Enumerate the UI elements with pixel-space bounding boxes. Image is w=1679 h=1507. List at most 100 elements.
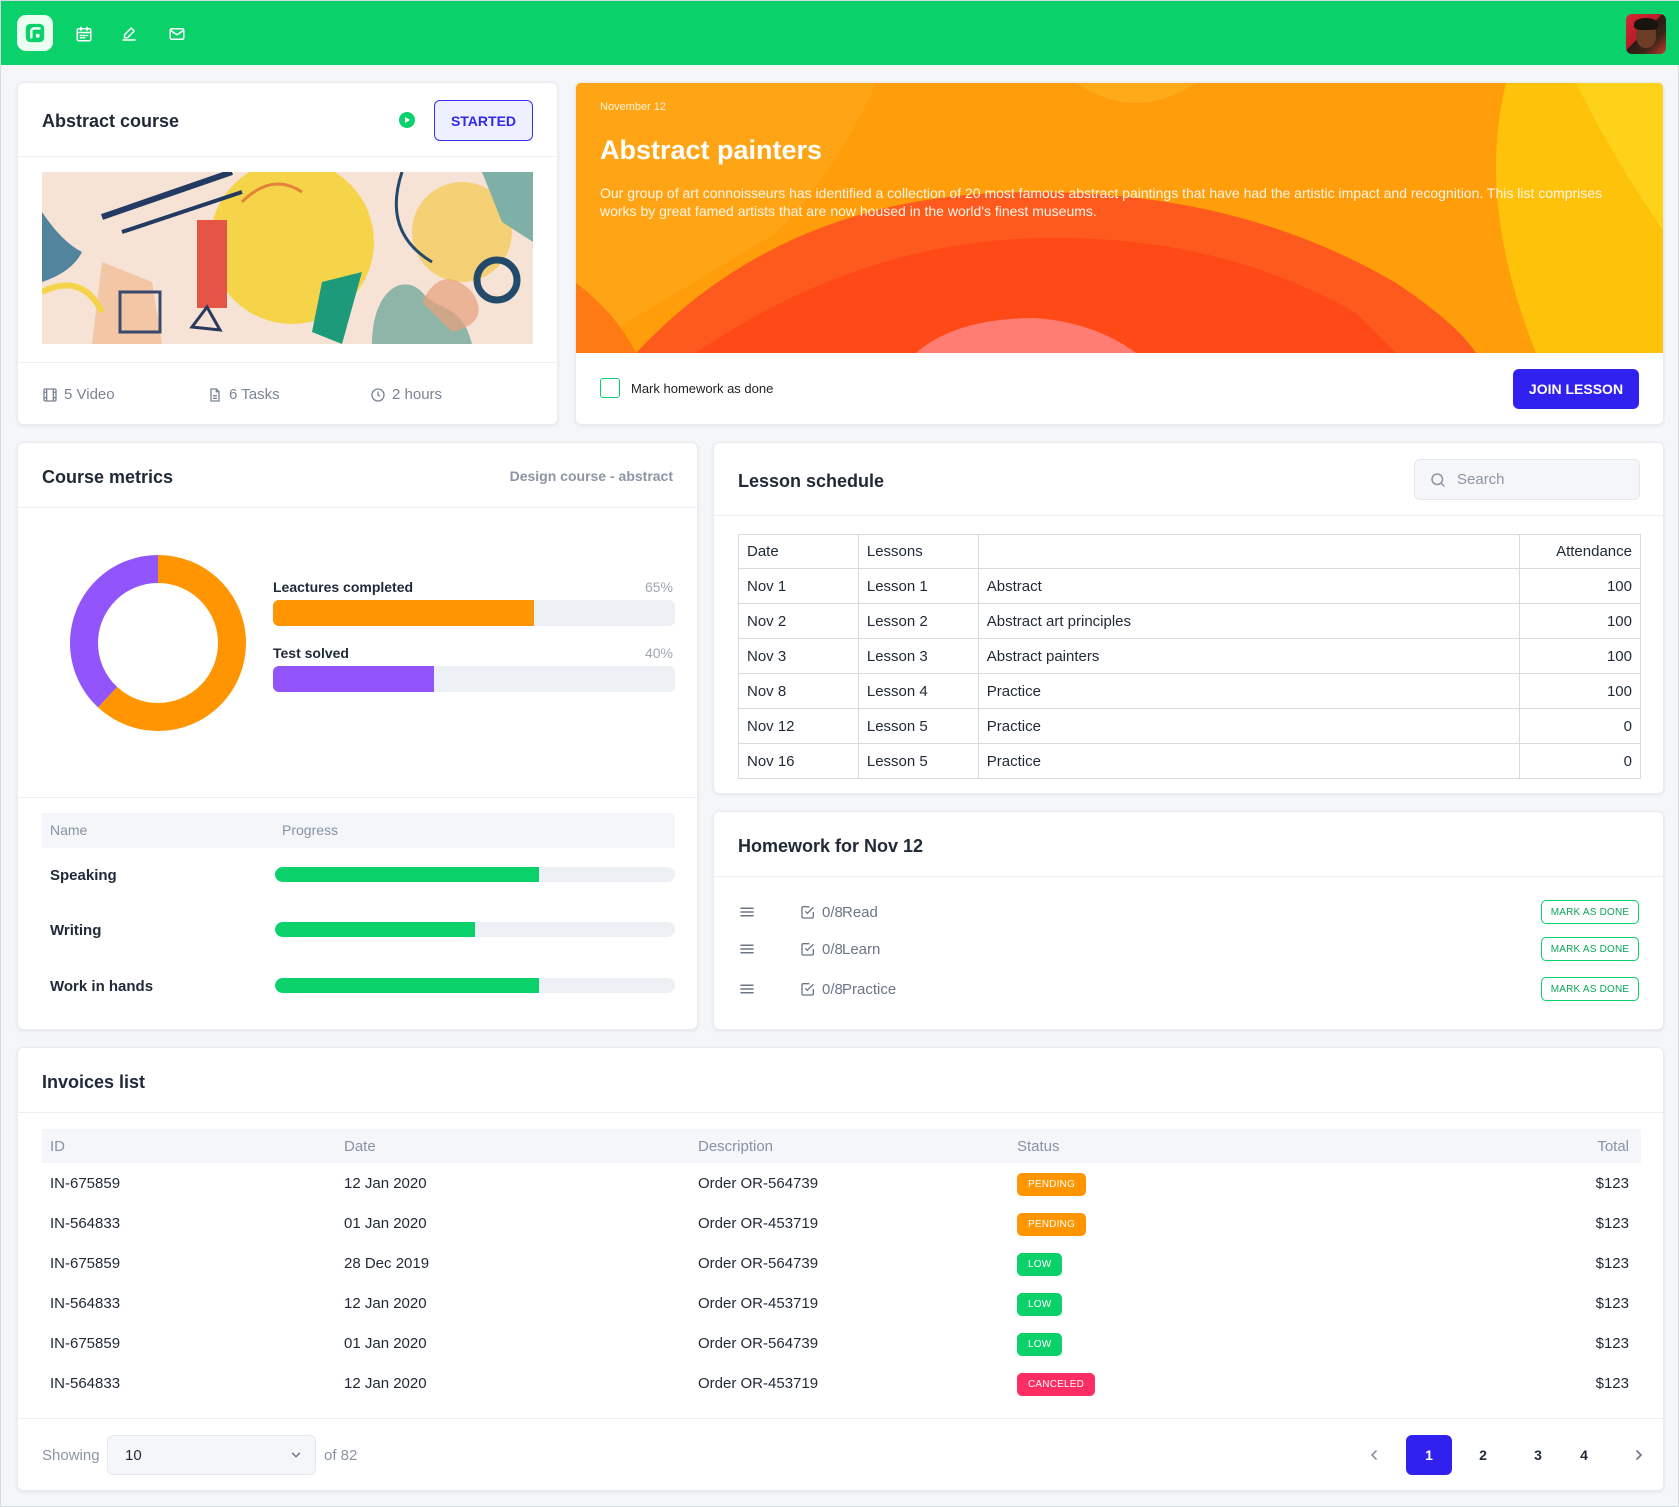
- table-row[interactable]: Nov 3 Lesson 3 Abstract painters 100: [738, 638, 1641, 674]
- homework-checkbox-label[interactable]: Mark homework as done: [631, 381, 774, 396]
- invoice-date: 01 Jan 2020: [344, 1335, 427, 1352]
- cell: Abstract: [977, 568, 1521, 604]
- schedule-table: Date Lessons Attendance Nov 1 Lesson 1 Abs…: [738, 534, 1641, 779]
- drag-handle-icon[interactable]: [738, 903, 756, 921]
- page-size-select[interactable]: 10: [107, 1435, 316, 1475]
- cell: Lesson 2: [857, 603, 979, 639]
- invoices-title: Invoices list: [42, 1072, 146, 1092]
- divider: [18, 1112, 1663, 1113]
- table-row[interactable]: Nov 8 Lesson 4 Practice 100: [738, 673, 1641, 709]
- top-bar: [1, 1, 1679, 65]
- join-lesson-button[interactable]: JOIN LESSON: [1513, 369, 1639, 409]
- logo-icon[interactable]: [17, 15, 53, 51]
- invoice-total: $123: [1595, 1295, 1629, 1312]
- cell: Practice: [977, 673, 1521, 709]
- table-row[interactable]: Nov 16 Lesson 5 Practice 0: [738, 743, 1641, 779]
- table-row[interactable]: IN-564833 01 Jan 2020 Order OR-453719 PE…: [42, 1204, 1641, 1244]
- lectures-progress-bar: [273, 600, 675, 626]
- skills-table-header: Name Progress: [42, 813, 675, 848]
- cell: Nov 12: [738, 708, 859, 744]
- count-text: 0/8: [822, 980, 843, 998]
- name-column-header: Name: [50, 822, 88, 838]
- search-input[interactable]: [1457, 471, 1617, 488]
- table-row[interactable]: IN-675859 28 Dec 2019 Order OR-564739 LO…: [42, 1244, 1641, 1284]
- homework-count: 0/8: [800, 981, 843, 998]
- cell: Nov 16: [738, 743, 859, 779]
- play-icon[interactable]: [399, 112, 415, 128]
- table-row[interactable]: IN-675859 12 Jan 2020 Order OR-564739 PE…: [42, 1164, 1641, 1204]
- homework-item: 0/8 Learn MARK AS DONE: [738, 937, 1639, 961]
- page-button-3[interactable]: 3: [1534, 1447, 1542, 1463]
- skill-progress-bar: [275, 978, 675, 993]
- divider: [18, 1418, 1663, 1419]
- donut-slice-tests: [70, 555, 246, 731]
- invoice-date: 28 Dec 2019: [344, 1255, 430, 1272]
- cell: Nov 2: [738, 603, 859, 639]
- checklist-icon: [801, 943, 814, 956]
- table-row[interactable]: IN-564833 12 Jan 2020 Order OR-453719 LO…: [42, 1284, 1641, 1324]
- schedule-title: Lesson schedule: [738, 471, 885, 491]
- skill-name: Work in hands: [50, 978, 154, 995]
- table-row[interactable]: IN-675859 01 Jan 2020 Order OR-564739 LO…: [42, 1324, 1641, 1364]
- user-avatar[interactable]: [1626, 14, 1666, 54]
- table-row[interactable]: IN-564833 12 Jan 2020 Order OR-453719 CA…: [42, 1364, 1641, 1404]
- page-button-2[interactable]: 2: [1479, 1447, 1487, 1463]
- duration-meta: 2 hours: [370, 386, 442, 403]
- tests-percent: 40%: [644, 645, 673, 661]
- homework-checkbox[interactable]: [600, 378, 620, 398]
- invoice-total: $123: [1595, 1215, 1629, 1232]
- divider: [18, 507, 697, 508]
- skill-progress-fill: [275, 867, 539, 882]
- search-field[interactable]: [1414, 459, 1640, 500]
- film-icon: [43, 387, 57, 402]
- skill-progress-bar: [275, 867, 675, 882]
- cell: Abstract painters: [977, 638, 1521, 674]
- skill-name: Speaking: [50, 867, 117, 884]
- next-page-button[interactable]: [1616, 1435, 1662, 1475]
- page-button-4[interactable]: 4: [1580, 1447, 1588, 1463]
- mark-as-done-button[interactable]: MARK AS DONE: [1541, 900, 1639, 924]
- tests-progress-bar: [273, 666, 675, 692]
- status-badge: LOW: [1017, 1293, 1063, 1316]
- hero-background: November 12 Abstract painters Our group …: [576, 83, 1663, 353]
- status-badge: PENDING: [1017, 1173, 1086, 1196]
- tests-progress-fill: [273, 666, 434, 692]
- skill-name: Writing: [50, 922, 102, 939]
- table-row[interactable]: Nov 12 Lesson 5 Practice 0: [738, 708, 1641, 744]
- skill-progress-fill: [275, 978, 539, 993]
- lesson-description: Our group of art connoisseurs has identi…: [600, 185, 1603, 219]
- table-row[interactable]: Nov 1 Lesson 1 Abstract 100: [738, 568, 1641, 604]
- calendar-icon[interactable]: [73, 23, 95, 45]
- drag-handle-icon[interactable]: [738, 980, 756, 998]
- homework-card: Homework for Nov 12 0/8 Read MARK AS DON…: [713, 811, 1664, 1030]
- homework-count: 0/8: [800, 904, 843, 921]
- table-row[interactable]: Nov 2 Lesson 2 Abstract art principles 100: [738, 603, 1641, 639]
- previous-page-button[interactable]: [1351, 1435, 1397, 1475]
- lesson-hero-card: November 12 Abstract painters Our group …: [575, 82, 1664, 425]
- count-text: 0/8: [822, 940, 843, 958]
- cell: Lesson 5: [857, 743, 979, 779]
- course-metrics-card: Course metrics Design course - abstract …: [17, 442, 698, 1030]
- invoice-total: $123: [1595, 1375, 1629, 1392]
- cell: 0: [1519, 743, 1641, 779]
- cell: Abstract art principles: [977, 603, 1521, 639]
- drag-handle-icon[interactable]: [738, 940, 756, 958]
- mark-as-done-button[interactable]: MARK AS DONE: [1541, 977, 1639, 1001]
- edit-icon[interactable]: [118, 23, 140, 45]
- invoice-date: 01 Jan 2020: [344, 1215, 427, 1232]
- mark-as-done-button[interactable]: MARK AS DONE: [1541, 937, 1639, 961]
- lesson-title: Abstract painters: [600, 135, 823, 165]
- started-button[interactable]: STARTED: [434, 100, 533, 141]
- page-button-1[interactable]: 1: [1406, 1435, 1452, 1475]
- divider: [18, 156, 557, 157]
- videos-meta: 5 Video: [42, 386, 115, 403]
- skill-progress-bar: [275, 922, 675, 937]
- invoice-date: 12 Jan 2020: [344, 1375, 427, 1392]
- cell: 0: [1519, 708, 1641, 744]
- invoice-id: IN-564833: [50, 1295, 121, 1312]
- metrics-title: Course metrics: [42, 467, 174, 487]
- divider: [18, 797, 697, 798]
- mail-icon[interactable]: [166, 23, 188, 45]
- page-size-value: 10: [125, 1446, 142, 1464]
